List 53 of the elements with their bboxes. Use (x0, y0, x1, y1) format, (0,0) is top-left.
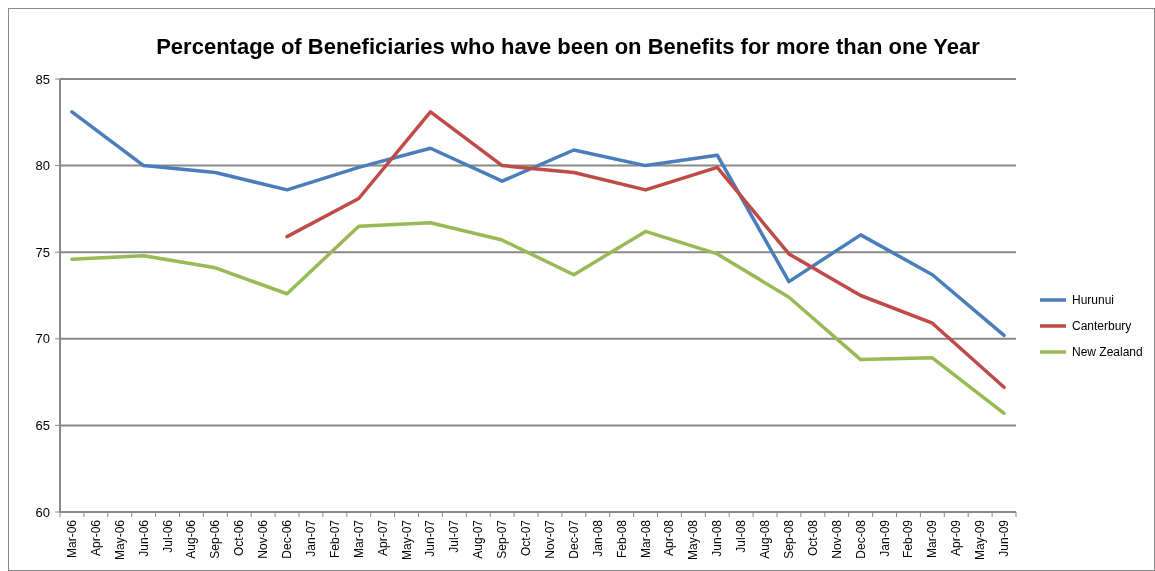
x-tick-label: Jul-07 (447, 519, 462, 553)
x-tick-label: Apr-06 (88, 519, 103, 557)
y-tick-label: 75 (35, 244, 50, 260)
x-tick-label: Jan-08 (590, 519, 605, 557)
x-tick-label: Oct-06 (232, 519, 247, 557)
y-tick-label: 85 (35, 71, 50, 87)
x-tick-label: Jan-09 (877, 519, 892, 557)
x-tick-label: Mar-09 (925, 519, 940, 559)
y-tick-label: 60 (35, 504, 50, 520)
x-tick-label: Dec-06 (280, 519, 295, 559)
x-tick-label: Apr-08 (662, 519, 677, 557)
x-tick-label: Jun-07 (423, 519, 438, 557)
x-tick-label: Apr-07 (375, 519, 390, 557)
x-tick-label: Jun-06 (136, 519, 151, 557)
chart-title: Percentage of Beneficiaries who have been on Benefits for more than one Year (156, 34, 981, 59)
x-tick-label: Jun-08 (710, 519, 725, 557)
x-tick-label: Oct-08 (805, 519, 820, 557)
x-tick-label: Jul-08 (734, 519, 749, 553)
line-series (70, 110, 1006, 338)
x-tick-label: May-08 (686, 519, 701, 561)
x-tick-label: Aug-08 (758, 519, 773, 559)
x-tick-label: Sep-07 (495, 519, 510, 559)
legend-label: New Zealand (1072, 345, 1143, 360)
x-tick-label: Apr-09 (949, 519, 964, 557)
x-tick-label: Mar-08 (638, 519, 653, 559)
x-tick-label: May-07 (399, 519, 414, 561)
line-series (70, 221, 1006, 416)
x-tick-label: Dec-08 (853, 519, 868, 559)
legend-label: Canterbury (1072, 319, 1132, 334)
legend-label: Hurunui (1072, 293, 1115, 308)
x-tick-label: Dec-07 (566, 519, 581, 559)
y-tick-label: 70 (35, 331, 50, 347)
x-tick-label: Aug-07 (471, 519, 486, 559)
x-tick-label: Sep-08 (781, 519, 796, 559)
y-tick-label: 65 (35, 417, 50, 433)
x-tick-label: Mar-06 (64, 519, 79, 559)
x-tick-label: Jul-06 (160, 519, 175, 553)
x-tick-label: May-09 (973, 519, 988, 561)
x-tick-label: Mar-07 (351, 519, 366, 559)
x-tick-label: Nov-06 (256, 519, 271, 559)
x-tick-label: Sep-06 (208, 519, 223, 559)
x-tick-label: Feb-07 (327, 519, 342, 559)
x-tick-label: Oct-07 (519, 519, 534, 557)
y-tick-label: 80 (35, 158, 50, 174)
x-tick-label: Feb-08 (614, 519, 629, 559)
x-tick-label: Jun-09 (997, 519, 1012, 557)
x-tick-label: Feb-09 (901, 519, 916, 559)
x-tick-label: Nov-08 (829, 519, 844, 559)
x-tick-label: May-06 (112, 519, 127, 561)
x-tick-label: Nov-07 (542, 519, 557, 559)
x-tick-label: Jan-07 (303, 519, 318, 557)
line-series (285, 110, 1006, 390)
x-tick-label: Aug-06 (184, 519, 199, 559)
